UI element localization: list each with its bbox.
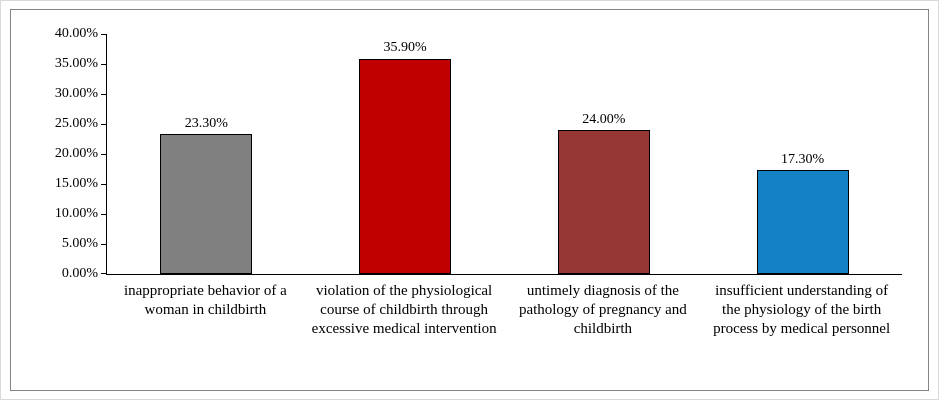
y-axis-tick-label: 40.00% [54, 26, 98, 41]
bar-column: 23.30% [107, 34, 306, 274]
y-axis-tick-label: 20.00% [54, 146, 98, 161]
plot-area: 23.30% 35.90% 24.00% 17.30% 0.00% 5.00% 10.00… [55, 27, 902, 281]
bar-value-label: 35.90% [383, 40, 427, 56]
bar-value-label: 24.00% [582, 111, 626, 127]
y-axis-tick-label: 25.00% [54, 116, 98, 131]
category-axis: inappropriate behavior of a woman in chi… [106, 282, 901, 338]
category-label: untimely diagnosis of the pathology of p… [518, 283, 687, 337]
bars-container: 23.30% 35.90% 24.00% 17.30% [107, 34, 902, 274]
bar-value-label: 23.30% [184, 115, 228, 131]
y-axis-tick-mark [101, 34, 107, 35]
y-axis-tick-mark [101, 244, 107, 245]
y-axis-tick-mark [101, 184, 107, 185]
bar [756, 170, 849, 274]
y-axis-tick-mark [101, 64, 107, 65]
bar-column: 24.00% [505, 34, 704, 274]
bar [557, 130, 650, 274]
bar-column: 17.30% [703, 34, 902, 274]
category-label: inappropriate behavior of a woman in chi… [123, 283, 287, 318]
category-label: insufficient understanding of the physio… [713, 283, 891, 337]
y-axis-tick-mark [101, 154, 107, 155]
y-axis-tick-mark [101, 124, 107, 125]
bar-column: 35.90% [306, 34, 505, 274]
y-axis-tick-mark [101, 273, 107, 274]
y-axis-tick-label: 5.00% [61, 236, 98, 251]
bar-value-label: 17.30% [781, 151, 825, 167]
category-label: violation of the physiological course of… [311, 283, 497, 337]
y-axis-tick-label: 30.00% [54, 86, 98, 101]
bar [359, 58, 452, 274]
y-axis-tick-label: 35.00% [54, 56, 98, 71]
chart-frame: 23.30% 35.90% 24.00% 17.30% 0.00% 5.00% 10.00… [10, 9, 929, 391]
y-axis-tick-label: 0.00% [61, 266, 98, 281]
y-axis-tick-mark [101, 94, 107, 95]
bar [160, 134, 253, 274]
y-axis-tick-label: 15.00% [54, 176, 98, 191]
y-axis-tick-label: 10.00% [54, 206, 98, 221]
y-axis-tick-mark [101, 214, 107, 215]
